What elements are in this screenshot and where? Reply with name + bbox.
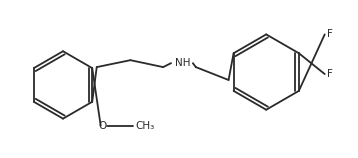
Text: CH₃: CH₃ <box>135 121 155 131</box>
Text: O: O <box>98 121 107 131</box>
Text: F: F <box>327 69 333 79</box>
Text: F: F <box>327 29 333 39</box>
Text: NH: NH <box>175 58 190 68</box>
